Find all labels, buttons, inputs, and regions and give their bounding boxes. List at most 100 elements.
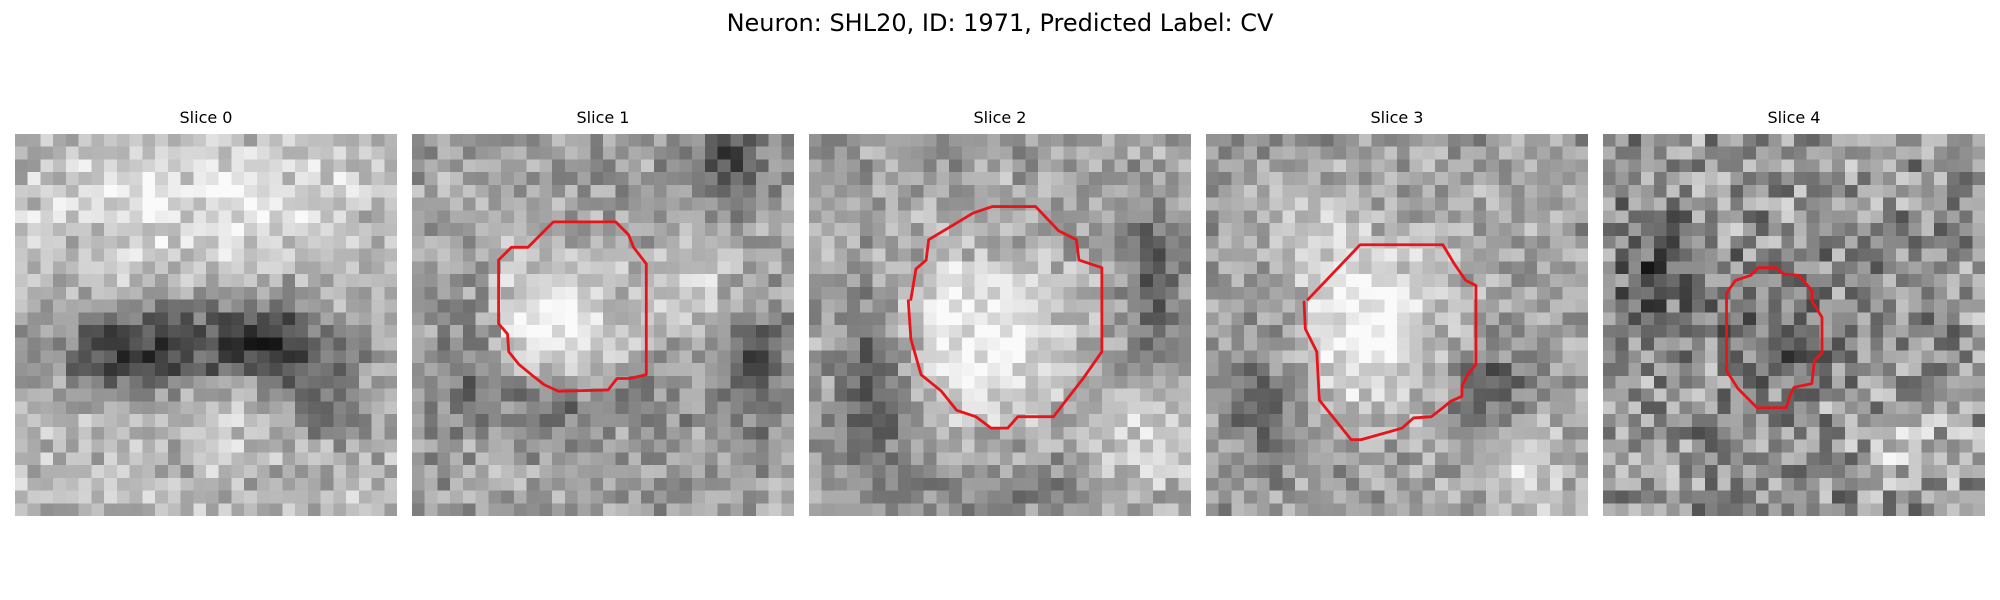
pixel [704,159,718,173]
pixel [1857,363,1871,377]
pixel [424,146,438,160]
pixel [1447,210,1461,224]
pixel [1844,426,1858,440]
pixel [1140,503,1154,516]
pixel [1704,426,1718,440]
pixel [1346,375,1360,389]
pixel [371,388,385,402]
pixel [1679,248,1693,262]
pixel [307,312,321,326]
pixel [1178,299,1191,313]
pixel [424,439,438,453]
pixel [358,325,372,338]
pixel [1295,197,1309,211]
pixel [1206,299,1219,313]
pixel [1603,363,1616,377]
pixel [295,401,309,415]
pixel [488,363,502,377]
pixel [218,325,232,338]
pixel [1397,375,1410,389]
pixel [1295,286,1309,300]
pixel [1653,439,1667,453]
pixel [462,146,476,160]
pixel [155,134,169,147]
pixel [666,337,680,351]
pixel [603,452,616,466]
pixel [923,172,937,186]
pixel [40,490,54,504]
pixel [269,490,283,504]
pixel [539,210,553,224]
pixel [437,375,451,389]
pixel [974,286,988,300]
pixel [1140,274,1154,288]
pixel [1473,274,1487,288]
pixel [1794,465,1807,479]
pixel [231,439,245,453]
pixel [1346,477,1360,491]
pixel [1307,274,1321,288]
pixel [809,439,822,453]
pixel [206,388,219,402]
pixel [1628,261,1642,275]
pixel [768,426,782,440]
pixel [1101,452,1115,466]
pixel [142,197,156,211]
pixel [564,146,578,160]
pixel [847,477,861,491]
pixel [384,414,397,428]
pixel [1575,325,1588,338]
pixel [1946,146,1960,160]
pixel [1921,299,1935,313]
pixel [1844,414,1858,428]
pixel [1641,426,1655,440]
pixel [307,286,321,300]
pixel [1641,286,1655,300]
pixel [1972,414,1985,428]
pixel [1692,477,1706,491]
pixel [859,350,873,364]
pixel [15,197,28,211]
pixel [424,503,438,516]
pixel [15,172,28,186]
pixel [1498,452,1512,466]
pixel [1921,184,1935,198]
pixel [809,375,822,389]
pixel [1704,299,1718,313]
pixel [1244,261,1258,275]
pixel [641,172,655,186]
pixel [1038,465,1052,479]
pixel [961,337,975,351]
pixel [603,477,616,491]
pixel [730,465,744,479]
pixel [1934,299,1948,313]
pixel [1743,172,1757,186]
pixel [1704,350,1718,364]
pixel [1346,184,1360,198]
pixel [1549,286,1563,300]
pixel [91,274,105,288]
pixel [1346,299,1360,313]
pixel [15,325,28,338]
pixel [1653,388,1667,402]
pixel [1460,325,1474,338]
pixel [526,414,540,428]
pixel [755,452,769,466]
pixel [1794,223,1807,237]
pixel [437,146,451,160]
pixel [872,503,886,516]
pixel [743,172,757,186]
pixel [15,363,28,377]
pixel [949,490,963,504]
pixel [1256,426,1270,440]
pixel [936,490,950,504]
pixel [295,490,309,504]
pixel [961,184,975,198]
pixel [923,388,937,402]
pixel [180,223,194,237]
pixel [488,146,502,160]
pixel [1231,414,1245,428]
pixel [1076,210,1090,224]
pixel [424,312,438,326]
pixel [1844,197,1858,211]
